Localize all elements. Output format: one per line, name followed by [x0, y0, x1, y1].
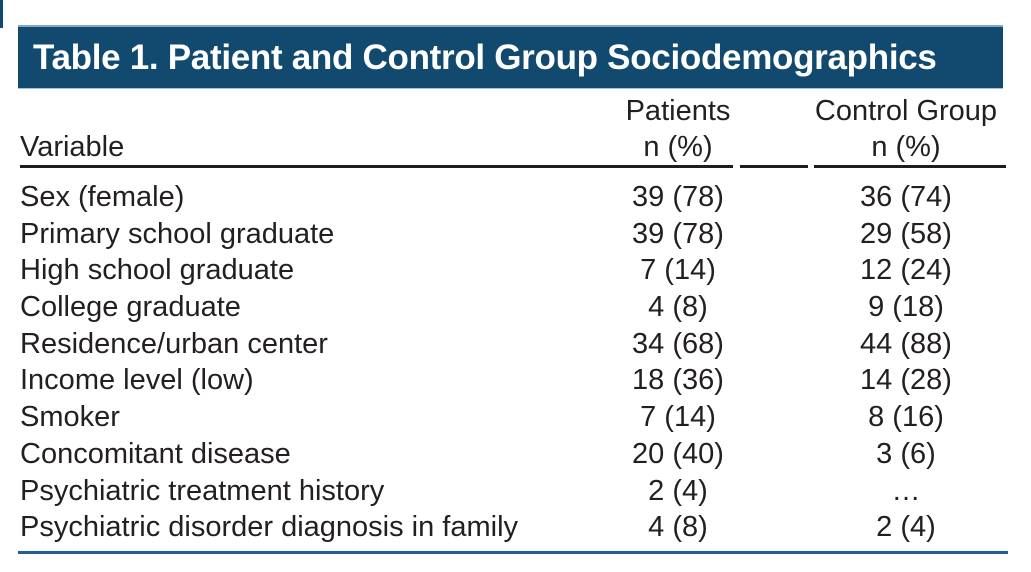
cell-variable: Smoker — [20, 401, 120, 434]
table-row: Sex (female) 39 (78) 36 (74) — [20, 179, 1006, 216]
cell-control: 3 (6) — [876, 437, 936, 470]
column-header-control-group-sub: n (%) — [871, 131, 941, 163]
column-header-variable: Variable — [20, 131, 125, 163]
header-rule-segment — [740, 165, 808, 168]
cell-variable: Concomitant disease — [20, 437, 291, 470]
table-row: Residence/urban center 34 (68) 44 (88) — [20, 326, 1006, 363]
table-header-row: Variable Patients n (%) Control Group n … — [20, 88, 1006, 165]
column-header-patients: Patients n (%) — [598, 93, 758, 165]
sociodemographics-table: Variable Patients n (%) Control Group n … — [0, 88, 1031, 554]
table-title-bar: Table 1. Patient and Control Group Socio… — [18, 25, 1003, 89]
table-row: Smoker 7 (14) 8 (16) — [20, 399, 1006, 436]
cell-variable: High school graduate — [20, 254, 295, 287]
cell-variable: Psychiatric treatment history — [20, 474, 385, 507]
bottom-rule — [18, 550, 1008, 554]
table-row: College graduate 4 (8) 9 (18) — [20, 289, 1006, 326]
column-header-control-group: Control Group n (%) — [806, 93, 1006, 165]
table-row: High school graduate 7 (14) 12 (24) — [20, 252, 1006, 289]
cell-patients: 4 (8) — [648, 511, 708, 544]
cell-patients: 2 (4) — [648, 474, 708, 507]
cell-patients: 39 (78) — [632, 217, 724, 250]
table-row: Concomitant disease 20 (40) 3 (6) — [20, 436, 1006, 473]
header-rule-segment — [20, 165, 733, 168]
table-row: Primary school graduate 39 (78) 29 (58) — [20, 216, 1006, 253]
cell-patients: 7 (14) — [640, 401, 716, 434]
header-rule-segment — [814, 165, 1006, 168]
cell-patients: 39 (78) — [632, 181, 724, 213]
table-body: Sex (female) 39 (78) 36 (74) Primary sch… — [20, 168, 1006, 546]
column-header-patients-sub: n (%) — [643, 131, 713, 163]
header-rule — [20, 165, 1006, 168]
cell-variable: Sex (female) — [20, 181, 185, 213]
page-edge-mark — [0, 0, 3, 28]
cell-variable: Residence/urban center — [20, 327, 328, 360]
table-row: Psychiatric disorder diagnosis in family… — [20, 509, 1006, 546]
cell-patients: 4 (8) — [648, 291, 708, 324]
column-header-patients-label: Patients — [625, 95, 731, 127]
table-row: Psychiatric treatment history 2 (4) … — [20, 473, 1006, 510]
column-header-control-group-label: Control Group — [814, 95, 998, 127]
cell-patients: 18 (36) — [632, 364, 724, 397]
cell-patients: 7 (14) — [640, 254, 716, 287]
cell-control: 12 (24) — [860, 254, 952, 287]
cell-variable: Psychiatric disorder diagnosis in family — [20, 511, 519, 544]
cell-patients: 34 (68) — [632, 327, 724, 360]
cell-control: … — [891, 474, 921, 507]
cell-control: 36 (74) — [860, 181, 952, 213]
cell-control: 44 (88) — [860, 327, 952, 360]
cell-control: 2 (4) — [876, 511, 936, 544]
cell-control: 8 (16) — [868, 401, 944, 434]
cell-control: 29 (58) — [860, 217, 952, 250]
cell-variable: College graduate — [20, 291, 241, 324]
cell-variable: Income level (low) — [20, 364, 254, 397]
cell-control: 14 (28) — [860, 364, 952, 397]
table-title: Table 1. Patient and Control Group Socio… — [33, 37, 937, 77]
cell-control: 9 (18) — [868, 291, 944, 324]
cell-patients: 20 (40) — [632, 437, 724, 470]
cell-variable: Primary school graduate — [20, 217, 335, 250]
table-row: Income level (low) 18 (36) 14 (28) — [20, 362, 1006, 399]
